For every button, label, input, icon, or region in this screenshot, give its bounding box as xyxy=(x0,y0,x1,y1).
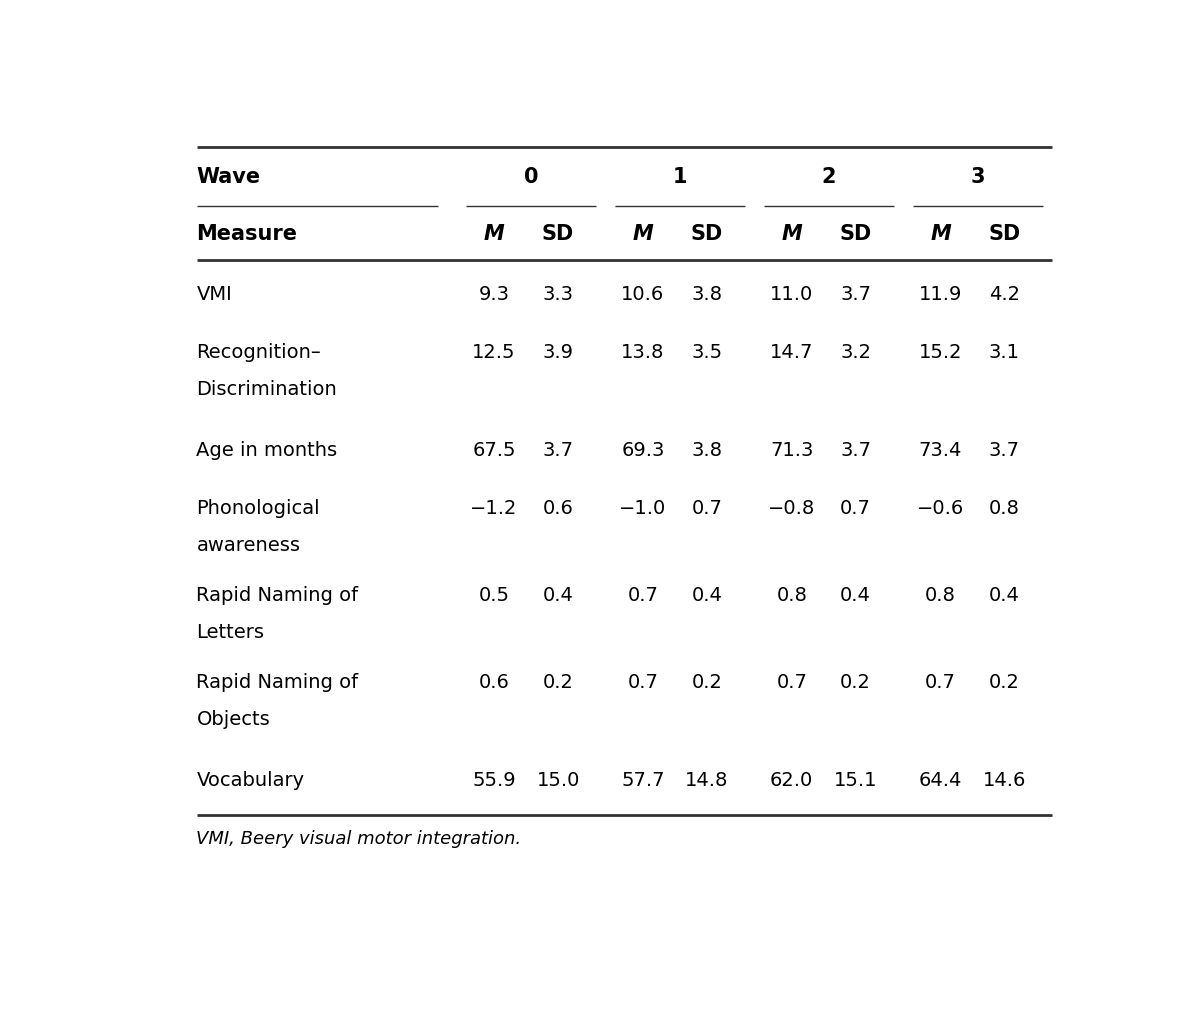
Text: 9.3: 9.3 xyxy=(479,285,510,303)
Text: 64.4: 64.4 xyxy=(919,771,962,790)
Text: 4.2: 4.2 xyxy=(989,285,1020,303)
Text: Rapid Naming of: Rapid Naming of xyxy=(197,672,359,692)
Text: Measure: Measure xyxy=(197,223,298,244)
Text: 10.6: 10.6 xyxy=(622,285,665,303)
Text: 0: 0 xyxy=(524,167,539,188)
Text: Rapid Naming of: Rapid Naming of xyxy=(197,586,359,605)
Text: 3: 3 xyxy=(971,167,985,188)
Text: 2: 2 xyxy=(822,167,836,188)
Text: 0.2: 0.2 xyxy=(840,672,871,692)
Text: 69.3: 69.3 xyxy=(622,441,665,460)
Text: Letters: Letters xyxy=(197,623,264,642)
Text: 3.7: 3.7 xyxy=(840,285,871,303)
Text: 0.6: 0.6 xyxy=(542,499,574,519)
Text: SD: SD xyxy=(989,223,1021,244)
Text: 0.4: 0.4 xyxy=(691,586,722,605)
Text: 0.7: 0.7 xyxy=(628,586,659,605)
Text: 3.7: 3.7 xyxy=(989,441,1020,460)
Text: 0.4: 0.4 xyxy=(542,586,574,605)
Text: 57.7: 57.7 xyxy=(622,771,665,790)
Text: 0.8: 0.8 xyxy=(989,499,1020,519)
Text: 3.3: 3.3 xyxy=(542,285,574,303)
Text: M: M xyxy=(781,223,802,244)
Text: 15.2: 15.2 xyxy=(919,343,962,362)
Text: 15.1: 15.1 xyxy=(834,771,877,790)
Text: Discrimination: Discrimination xyxy=(197,380,337,399)
Text: M: M xyxy=(930,223,950,244)
Text: 1: 1 xyxy=(673,167,688,188)
Text: 12.5: 12.5 xyxy=(473,343,516,362)
Text: 0.8: 0.8 xyxy=(925,586,956,605)
Text: Wave: Wave xyxy=(197,167,260,188)
Text: 0.2: 0.2 xyxy=(989,672,1020,692)
Text: Age in months: Age in months xyxy=(197,441,337,460)
Text: 3.9: 3.9 xyxy=(542,343,574,362)
Text: SD: SD xyxy=(542,223,575,244)
Text: SD: SD xyxy=(691,223,724,244)
Text: Phonological: Phonological xyxy=(197,499,320,519)
Text: Objects: Objects xyxy=(197,710,270,729)
Text: 14.8: 14.8 xyxy=(685,771,728,790)
Text: SD: SD xyxy=(840,223,872,244)
Text: 3.2: 3.2 xyxy=(840,343,871,362)
Text: −0.6: −0.6 xyxy=(917,499,964,519)
Text: VMI, Beery visual motor integration.: VMI, Beery visual motor integration. xyxy=(197,830,522,848)
Text: 71.3: 71.3 xyxy=(770,441,814,460)
Text: 0.2: 0.2 xyxy=(542,672,574,692)
Text: 3.7: 3.7 xyxy=(542,441,574,460)
Text: 3.8: 3.8 xyxy=(691,441,722,460)
Text: 73.4: 73.4 xyxy=(919,441,962,460)
Text: Recognition–: Recognition– xyxy=(197,343,322,362)
Text: 0.8: 0.8 xyxy=(776,586,808,605)
Text: 0.5: 0.5 xyxy=(479,586,510,605)
Text: M: M xyxy=(632,223,653,244)
Text: 0.7: 0.7 xyxy=(691,499,722,519)
Text: 67.5: 67.5 xyxy=(473,441,516,460)
Text: 0.7: 0.7 xyxy=(925,672,956,692)
Text: VMI: VMI xyxy=(197,285,233,303)
Text: 62.0: 62.0 xyxy=(770,771,814,790)
Text: 3.8: 3.8 xyxy=(691,285,722,303)
Text: 0.7: 0.7 xyxy=(628,672,659,692)
Text: 3.1: 3.1 xyxy=(989,343,1020,362)
Text: −1.0: −1.0 xyxy=(619,499,666,519)
Text: awareness: awareness xyxy=(197,536,300,556)
Text: 13.8: 13.8 xyxy=(622,343,665,362)
Text: 0.7: 0.7 xyxy=(840,499,871,519)
Text: 11.0: 11.0 xyxy=(770,285,814,303)
Text: 11.9: 11.9 xyxy=(919,285,962,303)
Text: 55.9: 55.9 xyxy=(473,771,516,790)
Text: M: M xyxy=(484,223,504,244)
Text: 14.6: 14.6 xyxy=(983,771,1026,790)
Text: 0.2: 0.2 xyxy=(691,672,722,692)
Text: −0.8: −0.8 xyxy=(768,499,815,519)
Text: 15.0: 15.0 xyxy=(536,771,580,790)
Text: 0.7: 0.7 xyxy=(776,672,808,692)
Text: 14.7: 14.7 xyxy=(770,343,814,362)
Text: 0.4: 0.4 xyxy=(840,586,871,605)
Text: 3.5: 3.5 xyxy=(691,343,722,362)
Text: 0.4: 0.4 xyxy=(989,586,1020,605)
Text: 0.6: 0.6 xyxy=(479,672,510,692)
Text: 3.7: 3.7 xyxy=(840,441,871,460)
Text: Vocabulary: Vocabulary xyxy=(197,771,305,790)
Text: −1.2: −1.2 xyxy=(470,499,517,519)
